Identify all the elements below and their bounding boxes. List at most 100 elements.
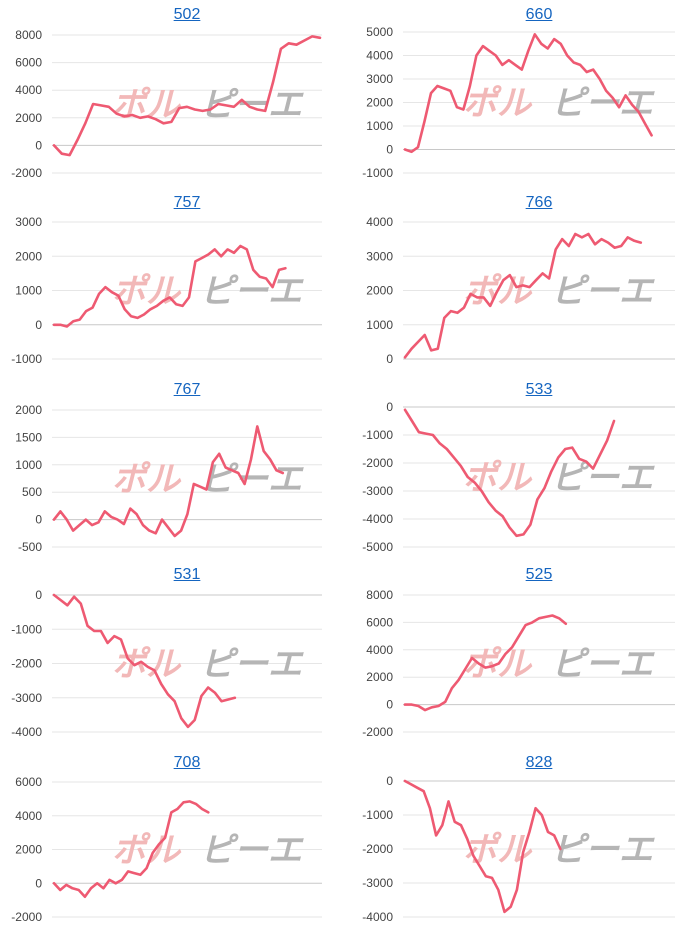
watermark-logo: ポル ピーエ [112, 460, 304, 500]
y-tick-label: 4000 [366, 643, 393, 657]
watermark-logo: ポル ピーエ [463, 458, 655, 498]
series-line [52, 35, 322, 157]
y-tick-label: 6000 [15, 56, 42, 70]
series-line [403, 779, 562, 914]
y-tick-label: -500 [18, 540, 42, 554]
y-tick-label: 3000 [366, 249, 393, 263]
y-tick-label: -1000 [11, 622, 42, 636]
chart-title-link[interactable]: 828 [525, 754, 553, 771]
y-tick-label: -2000 [11, 657, 42, 671]
y-tick-label: 1000 [15, 458, 42, 472]
chart-title-link[interactable]: 660 [525, 6, 553, 23]
watermark-text-right: ピーエ [200, 460, 304, 500]
watermark-text-left: ポル [112, 85, 182, 125]
y-tick-label: 0 [35, 513, 42, 527]
watermark-logo: ポル ピーエ [112, 831, 304, 871]
y-tick-label: 1000 [366, 318, 393, 332]
watermark-text-left: ポル [463, 272, 533, 312]
y-tick-label: -2000 [11, 166, 42, 180]
series-line [403, 408, 616, 538]
chart-title-link[interactable]: 533 [525, 381, 553, 398]
y-tick-label: -1000 [362, 808, 393, 822]
y-tick-label: 1500 [15, 430, 42, 444]
chart-title-link[interactable]: 767 [173, 381, 201, 398]
y-tick-label: 4000 [15, 83, 42, 97]
series-line [403, 614, 568, 712]
chart-title-link[interactable]: 531 [173, 566, 201, 583]
y-tick-label: 4000 [15, 809, 42, 823]
y-tick-label: 0 [35, 318, 42, 332]
chart-title-link[interactable]: 766 [525, 194, 553, 211]
y-tick-label: 0 [386, 352, 393, 366]
y-tick-label: 8000 [366, 588, 393, 602]
watermark-logo: ポル ピーエ [463, 272, 655, 312]
series-line [52, 425, 285, 538]
y-tick-label: 0 [35, 588, 42, 602]
chart-title-link[interactable]: 525 [525, 566, 553, 583]
watermark-text-right: ピーエ [551, 84, 655, 124]
y-tick-label: 1000 [366, 119, 393, 133]
y-tick-label: 2000 [15, 111, 42, 125]
y-tick-label: 2000 [15, 249, 42, 263]
y-tick-label: 6000 [366, 615, 393, 629]
chart-title-link[interactable]: 502 [173, 6, 201, 23]
y-tick-label: 0 [386, 774, 393, 788]
y-tick-label: -1000 [362, 428, 393, 442]
y-tick-label: 2000 [366, 670, 393, 684]
watermark-text-right: ピーエ [551, 272, 655, 312]
watermark-text-left: ポル [112, 645, 182, 685]
series-line [52, 593, 237, 729]
watermark-logo: ポル ピーエ [112, 85, 304, 125]
y-tick-label: -2000 [362, 725, 393, 739]
watermark-text-right: ピーエ [200, 272, 304, 312]
y-tick-label: 2000 [366, 284, 393, 298]
watermark-text-right: ピーエ [200, 85, 304, 125]
watermark-logo: ポル ピーエ [112, 645, 304, 685]
watermark-text-left: ポル [112, 831, 182, 871]
watermark-text-left: ポル [463, 830, 533, 870]
y-tick-label: 2000 [15, 403, 42, 417]
series-line [52, 800, 210, 899]
watermark-text-right: ピーエ [551, 830, 655, 870]
y-tick-label: 0 [35, 138, 42, 152]
y-tick-label: 0 [386, 143, 393, 157]
watermark-logo: ポル ピーエ [112, 272, 304, 312]
watermark-text-right: ピーエ [200, 645, 304, 685]
y-tick-label: 5000 [366, 25, 393, 39]
chart-title-link[interactable]: 757 [173, 194, 201, 211]
y-tick-label: 8000 [15, 28, 42, 42]
y-tick-label: -1000 [11, 352, 42, 366]
series-line [403, 32, 653, 154]
watermark-text-right: ピーエ [551, 458, 655, 498]
chart-title-link[interactable]: 708 [173, 754, 201, 771]
watermark-text-left: ポル [463, 458, 533, 498]
y-tick-label: -4000 [11, 725, 42, 739]
y-tick-label: -1000 [362, 166, 393, 180]
y-tick-label: 3000 [366, 72, 393, 86]
watermark-text-right: ピーエ [551, 645, 655, 685]
y-tick-label: -3000 [11, 691, 42, 705]
y-tick-label: 3000 [15, 215, 42, 229]
watermark-text-left: ポル [112, 460, 182, 500]
y-tick-label: -3000 [362, 876, 393, 890]
watermark-text-right: ピーエ [200, 831, 304, 871]
y-tick-label: 6000 [15, 775, 42, 789]
watermark-logo: ポル ピーエ [463, 84, 655, 124]
watermark-logo: ポル ピーエ [463, 645, 655, 685]
